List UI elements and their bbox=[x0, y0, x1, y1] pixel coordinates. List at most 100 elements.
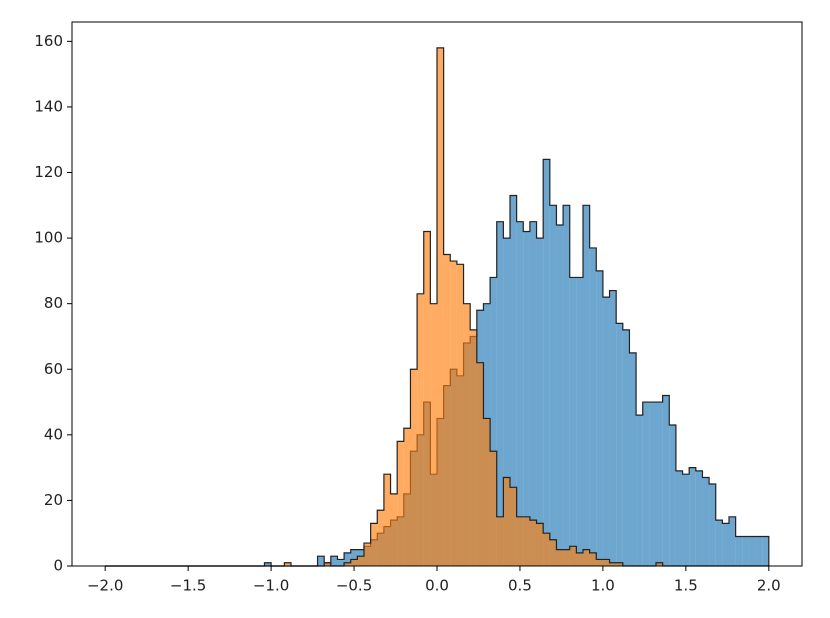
histogram-bar bbox=[596, 559, 603, 566]
histogram-bar bbox=[397, 441, 404, 566]
histogram-bar bbox=[702, 477, 710, 566]
histogram-bar bbox=[616, 562, 623, 566]
histogram-bar bbox=[463, 303, 471, 566]
histogram-bar bbox=[510, 487, 517, 566]
histogram-bar bbox=[689, 467, 696, 566]
histogram-bar bbox=[629, 352, 637, 566]
histogram-bar bbox=[523, 516, 530, 566]
histogram-bar bbox=[317, 556, 325, 566]
histogram-bar bbox=[450, 261, 457, 566]
histogram-bar bbox=[569, 546, 577, 566]
x-tick-label: −1.0 bbox=[253, 577, 289, 595]
histogram-bar bbox=[583, 549, 590, 566]
y-tick-label: 60 bbox=[44, 360, 63, 378]
histogram-bar bbox=[490, 277, 497, 566]
histogram-bar bbox=[417, 293, 424, 566]
histogram-bar bbox=[589, 247, 597, 566]
histogram-bar bbox=[430, 303, 437, 566]
histogram-bar bbox=[742, 536, 749, 566]
histogram-bar bbox=[383, 474, 391, 566]
histogram-bar bbox=[410, 369, 418, 566]
histogram-bar bbox=[656, 402, 663, 566]
histogram-bar bbox=[337, 559, 345, 566]
y-tick-label: 160 bbox=[34, 32, 63, 50]
histogram-bar bbox=[529, 520, 537, 566]
x-tick-label: −2.0 bbox=[87, 577, 123, 595]
histogram-bar bbox=[344, 562, 351, 566]
histogram-bar bbox=[510, 195, 517, 566]
histogram-bar bbox=[357, 556, 364, 566]
histogram-bar bbox=[443, 254, 451, 566]
histogram-bar bbox=[715, 520, 723, 566]
histogram-bar bbox=[496, 516, 504, 566]
histogram-bar bbox=[516, 516, 524, 566]
y-tick-label: 140 bbox=[34, 97, 63, 115]
histogram-bar bbox=[609, 290, 617, 566]
histogram-bar bbox=[403, 428, 411, 566]
histogram-bar bbox=[583, 205, 590, 566]
histogram-bar bbox=[490, 451, 497, 566]
histogram-bar bbox=[350, 559, 358, 566]
histogram-bar bbox=[649, 402, 656, 566]
histogram-bar bbox=[437, 47, 444, 566]
histogram-bar bbox=[377, 510, 384, 566]
y-tick-label: 20 bbox=[44, 491, 63, 509]
histogram-bar bbox=[596, 270, 603, 566]
x-tick-label: 0.0 bbox=[425, 577, 449, 595]
y-tick-label: 0 bbox=[53, 557, 63, 575]
histogram-bar bbox=[470, 329, 477, 566]
histogram-bar bbox=[709, 484, 716, 566]
histogram-bar bbox=[569, 277, 577, 566]
histogram-bar bbox=[602, 559, 610, 566]
histogram-bar bbox=[556, 224, 564, 566]
histogram-bar bbox=[543, 159, 550, 566]
histogram-bar bbox=[682, 474, 690, 566]
histogram-bar bbox=[390, 493, 398, 566]
histogram-bar bbox=[549, 205, 557, 566]
y-tick-label: 80 bbox=[44, 294, 63, 312]
histogram-bar bbox=[762, 536, 769, 566]
histogram-bar bbox=[656, 562, 663, 566]
histogram-bar bbox=[722, 523, 729, 566]
histogram-bar bbox=[483, 418, 491, 566]
histogram-bar bbox=[622, 329, 630, 566]
histogram-bar bbox=[729, 516, 736, 566]
histogram-bar bbox=[529, 221, 537, 566]
histogram-bar bbox=[589, 552, 597, 566]
histogram-bar bbox=[344, 552, 351, 566]
x-tick-label: 1.5 bbox=[674, 577, 698, 595]
histogram-bar bbox=[423, 231, 431, 566]
histogram-bar bbox=[536, 238, 544, 567]
histogram-bar bbox=[350, 549, 358, 566]
histogram-bar bbox=[330, 556, 338, 566]
histogram-bar bbox=[563, 549, 570, 566]
histogram-bar bbox=[748, 536, 756, 566]
histogram-bar bbox=[370, 523, 378, 566]
x-tick-label: 1.0 bbox=[591, 577, 615, 595]
histogram-bar bbox=[755, 536, 763, 566]
x-tick-label: 0.5 bbox=[508, 577, 532, 595]
histogram-bar bbox=[456, 264, 464, 566]
histogram-bar bbox=[563, 205, 570, 566]
histogram-bar bbox=[516, 221, 524, 566]
histogram-bar bbox=[503, 477, 510, 566]
histogram-bar bbox=[284, 562, 291, 566]
histogram-bar bbox=[523, 231, 530, 566]
histogram-bar bbox=[543, 533, 550, 566]
y-tick-label: 40 bbox=[44, 425, 63, 443]
histogram-bar bbox=[549, 539, 557, 566]
histogram-bar bbox=[576, 277, 583, 566]
histogram-bar bbox=[695, 470, 703, 566]
histogram-bar bbox=[264, 562, 272, 566]
histogram-bar bbox=[616, 323, 623, 566]
histogram-bar bbox=[496, 221, 504, 566]
histogram-bar bbox=[324, 562, 331, 566]
histogram-bar bbox=[476, 362, 484, 566]
histogram-bar bbox=[735, 536, 743, 566]
histogram-bar bbox=[669, 424, 676, 566]
x-tick-label: −1.5 bbox=[170, 577, 206, 595]
histogram-bar bbox=[556, 549, 564, 566]
histogram-bar bbox=[675, 470, 683, 566]
x-tick-label: 2.0 bbox=[757, 577, 781, 595]
histogram-bar bbox=[576, 552, 583, 566]
